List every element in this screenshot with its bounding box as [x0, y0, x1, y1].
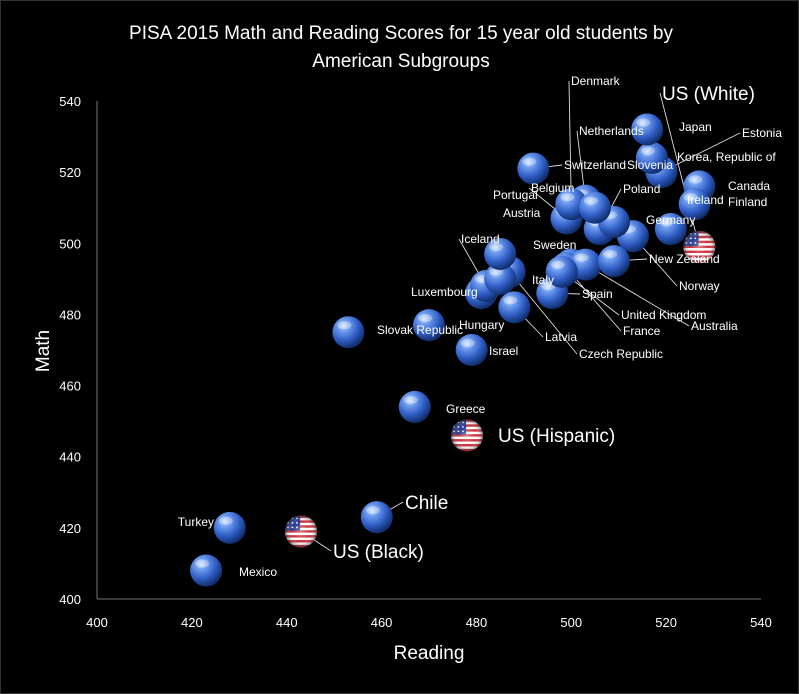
y-tick-label-480: 480 — [59, 307, 81, 322]
label-italy: Italy — [532, 273, 554, 287]
y-tick-label-460: 460 — [59, 379, 81, 394]
point-slovenia — [579, 191, 611, 224]
point-us-hispanic — [450, 419, 483, 452]
label-latvia: Latvia — [545, 330, 577, 344]
leader-line-denmark — [568, 80, 572, 205]
point-latvia — [498, 291, 531, 324]
x-tick-label-520: 520 — [655, 615, 677, 630]
point-finland — [678, 188, 711, 221]
leader-line-australia — [585, 264, 690, 327]
label-luxembourg: Luxembourg — [411, 285, 478, 299]
point-greece — [398, 390, 431, 423]
label-czech-republic: Czech Republic — [579, 347, 663, 361]
label-germany: Germany — [646, 213, 695, 227]
label-us-white: US (White) — [662, 84, 755, 105]
label-denmark: Denmark — [571, 74, 621, 88]
point-us-black — [284, 515, 317, 548]
label-iceland: Iceland — [461, 232, 500, 246]
x-tick-label-420: 420 — [181, 615, 203, 630]
leader-line-czech-republic — [509, 271, 578, 355]
label-france: France — [623, 324, 661, 338]
x-tick-label-480: 480 — [466, 615, 488, 630]
label-korea-republic-of: Korea, Republic of — [677, 150, 776, 164]
x-tick-labels: 400 420 440 460 480 500 520 540 — [86, 615, 772, 630]
label-hungary: Hungary — [459, 318, 504, 332]
point-chile — [360, 501, 393, 534]
y-tick-label-400: 400 — [59, 592, 81, 607]
label-sweden: Sweden — [533, 238, 576, 252]
label-chile: Chile — [405, 493, 448, 514]
x-tick-label-400: 400 — [86, 615, 108, 630]
label-portugal: Portugal — [493, 188, 538, 202]
label-us-hispanic: US (Hispanic) — [498, 426, 615, 447]
label-japan: Japan — [679, 120, 712, 134]
point-turkey — [213, 511, 246, 544]
label-austria: Austria — [503, 206, 541, 220]
label-spain: Spain — [582, 287, 613, 301]
leader-line-us-white — [659, 92, 700, 247]
point-japan — [631, 113, 664, 146]
point-labels: Mexico Turkey US (Black) Chile US (Hispanic)… — [178, 74, 783, 579]
y-tick-label-420: 420 — [59, 521, 81, 536]
label-poland: Poland — [623, 182, 660, 196]
label-netherlands: Netherlands — [579, 124, 644, 138]
point-mexico — [190, 554, 223, 587]
x-tick-label-460: 460 — [371, 615, 393, 630]
point-korea-republic-of — [635, 141, 668, 174]
y-tick-label-440: 440 — [59, 450, 81, 465]
chart-title-line-2: American Subgroups — [312, 51, 489, 72]
label-mexico: Mexico — [239, 565, 277, 579]
y-tick-label-520: 520 — [59, 165, 81, 180]
point-denmark — [555, 188, 588, 221]
point-us-white — [683, 230, 716, 263]
label-finland: Finland — [728, 195, 767, 209]
label-us-black: US (Black) — [333, 542, 424, 563]
label-ireland: Ireland — [687, 193, 724, 207]
x-axis-label: Reading — [394, 643, 465, 664]
label-norway: Norway — [679, 279, 720, 293]
axes — [96, 101, 761, 600]
x-tick-label-440: 440 — [276, 615, 298, 630]
y-tick-labels: 400 420 440 460 480 500 520 540 — [59, 94, 81, 607]
y-tick-label-500: 500 — [59, 236, 81, 251]
x-tick-label-500: 500 — [560, 615, 582, 630]
label-slovenia: Slovenia — [627, 158, 673, 172]
label-estonia: Estonia — [742, 126, 782, 140]
label-slovak-republic: Slovak Republic — [377, 323, 463, 337]
label-switzerland: Switzerland — [564, 158, 626, 172]
label-greece: Greece — [446, 402, 486, 416]
y-axis-label: Math — [33, 330, 54, 372]
label-turkey: Turkey — [178, 515, 214, 529]
point-new-zealand — [597, 245, 630, 278]
data-points — [190, 113, 716, 587]
point-slovak-republic — [332, 316, 365, 349]
point-austria — [484, 237, 517, 270]
x-tick-label-540: 540 — [750, 615, 772, 630]
label-canada: Canada — [728, 179, 770, 193]
point-ireland — [654, 213, 687, 246]
label-new-zealand: New Zealand — [649, 252, 720, 266]
label-israel: Israel — [489, 344, 518, 358]
label-australia: Australia — [691, 319, 738, 333]
point-switzerland — [517, 152, 550, 185]
label-belgium: Belgium — [531, 181, 574, 195]
point-hungary — [413, 309, 445, 342]
point-portugal — [545, 255, 578, 288]
chart-title-line-1: PISA 2015 Math and Reading Scores for 15… — [129, 23, 673, 44]
label-united-kingdom: United Kingdom — [621, 308, 706, 322]
point-israel — [455, 334, 488, 366]
y-tick-label-540: 540 — [59, 94, 81, 109]
